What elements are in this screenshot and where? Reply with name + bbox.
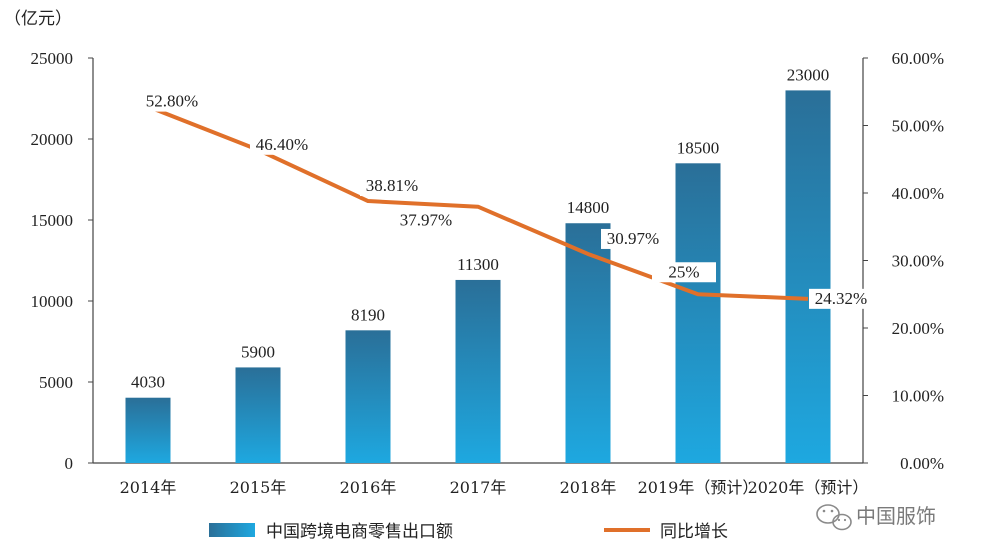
bar <box>345 330 391 463</box>
bar <box>125 397 171 463</box>
y-right-ticks: 0.00% 10.00% 20.00% 30.00% 40.00% 50.00% 60.00… <box>863 49 944 473</box>
line-value-label: 25% <box>668 262 699 281</box>
bar-value-label: 4030 <box>131 373 165 392</box>
y-right-tick-label: 60.00% <box>892 49 944 68</box>
bar-value-label: 18500 <box>677 138 720 157</box>
y-left-tick-label: 20000 <box>31 130 74 149</box>
bar-value-label: 23000 <box>787 65 830 84</box>
legend-line-label: 同比增长 <box>660 522 728 542</box>
bar-value-labels: 4030 5900 8190 11300 14800 18500 23000 <box>131 65 829 391</box>
bar <box>785 90 831 464</box>
line-value-label: 46.40% <box>256 135 308 154</box>
line-value-labels: 52.80% 46.40% 38.81% 37.97% 30.97% 25% 24.32% <box>140 91 873 309</box>
y-left-tick-label: 5000 <box>39 373 73 392</box>
bar <box>455 279 501 463</box>
bar-value-label: 5900 <box>241 342 275 361</box>
y-right-tick-label: 50.00% <box>892 117 944 136</box>
legend: 中国跨境电商零售出口额 同比增长 <box>209 522 728 542</box>
y-right-tick-label: 0.00% <box>900 454 944 473</box>
line-label-bg <box>652 262 716 283</box>
bar-value-label: 14800 <box>567 198 610 217</box>
x-category-label: 2020年（预计） <box>748 478 869 497</box>
bar-value-label: 11300 <box>457 255 499 274</box>
y-right-tick-label: 20.00% <box>892 319 944 338</box>
x-category-label: 2018年 <box>560 478 617 497</box>
line-label-bg <box>809 288 873 309</box>
x-category-label: 2019年（预计） <box>638 478 759 497</box>
y-left-ticks: 0 5000 10000 15000 20000 25000 <box>31 49 93 473</box>
legend-bar-label: 中国跨境电商零售出口额 <box>266 522 453 542</box>
bar <box>565 223 611 463</box>
y-right-tick-label: 40.00% <box>892 184 944 203</box>
x-category-label: 2016年 <box>340 478 397 497</box>
line-label-bg <box>360 176 424 197</box>
y-right-tick-label: 30.00% <box>892 252 944 271</box>
line-value-label: 30.97% <box>607 229 659 248</box>
y-right-tick-label: 10.00% <box>892 387 944 406</box>
x-category-label: 2014年 <box>120 478 177 497</box>
line-label-bg <box>140 91 204 112</box>
x-axis-categories: 2014年 2015年 2016年 2017年 2018年 2019年（预计）2020年（… <box>120 478 869 497</box>
watermark: 中国服饰 <box>816 504 936 531</box>
y-left-tick-label: 15000 <box>31 211 74 230</box>
bar-value-label: 8190 <box>351 305 385 324</box>
y-left-tick-label: 25000 <box>31 49 74 68</box>
x-category-label: 2017年 <box>450 478 507 497</box>
y-left-tick-label: 10000 <box>31 292 74 311</box>
line-label-bg <box>601 228 665 249</box>
line-label-bg <box>250 134 314 155</box>
y-left-unit-label: （亿元） <box>4 9 72 29</box>
wechat-icon <box>816 504 852 531</box>
x-category-label: 2015年 <box>230 478 287 497</box>
bar-series <box>125 90 831 464</box>
y-left-tick-label: 0 <box>65 454 74 473</box>
line-value-label: 37.97% <box>400 211 452 230</box>
line-value-label: 24.32% <box>815 289 867 308</box>
bar <box>675 163 721 464</box>
line-value-label: 52.80% <box>146 92 198 111</box>
line-value-label: 38.81% <box>366 176 418 195</box>
bar <box>235 367 281 463</box>
watermark-text: 中国服饰 <box>856 504 936 528</box>
line-label-bg <box>394 210 458 231</box>
legend-bar-swatch <box>209 523 255 537</box>
